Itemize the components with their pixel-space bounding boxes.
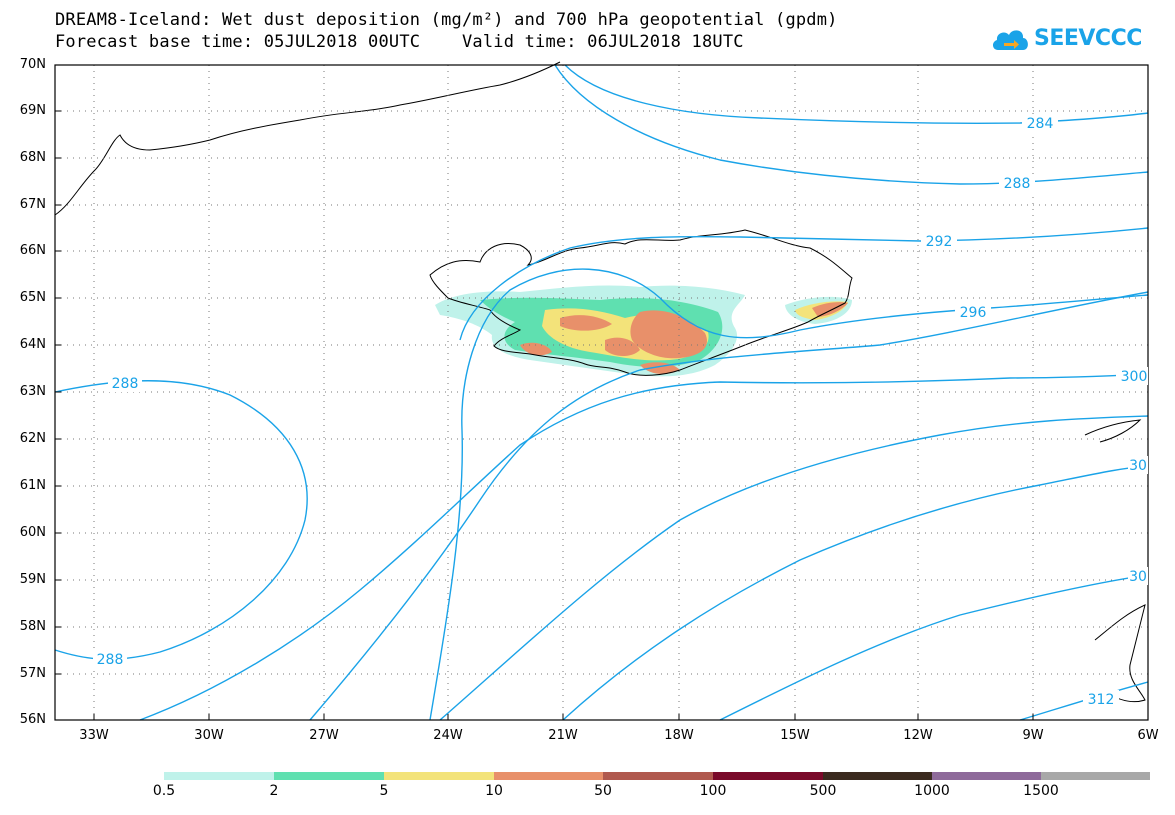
legend-swatch-3: [384, 772, 494, 780]
dust-deposition-field: [435, 285, 852, 377]
legend-swatch-5: [603, 772, 713, 780]
lat-label-60n: 60N: [19, 525, 46, 540]
lat-label-69n: 69N: [19, 103, 46, 118]
contour-label-288-west: 288: [112, 376, 139, 392]
contour-label-30b: 30: [1129, 569, 1147, 585]
lat-label-59n: 59N: [19, 572, 46, 587]
contour-label-300: 300: [1121, 369, 1148, 385]
axis-ticks: [55, 110, 1034, 720]
contour-label-296: 296: [960, 305, 987, 321]
map-title: DREAM8-Iceland: Wet dust deposition (mg/…: [55, 10, 838, 30]
map-subtitle-times: Forecast base time: 05JUL2018 00UTC Vali…: [55, 32, 744, 52]
lat-label-56n: 56N: [19, 712, 46, 727]
contour-label-30a: 30: [1129, 458, 1147, 474]
lat-label-64n: 64N: [19, 337, 46, 352]
legend-label-500: 500: [809, 783, 837, 799]
legend-swatch-9: [1041, 772, 1150, 780]
lat-label-65n: 65N: [19, 290, 46, 305]
contour-label-292: 292: [926, 234, 953, 250]
contour-label-284: 284: [1027, 116, 1054, 132]
legend-label-1000: 1000: [914, 783, 950, 799]
lat-label-62n: 62N: [19, 431, 46, 446]
lon-label-27w: 27W: [309, 728, 339, 743]
legend-swatch-2: [274, 772, 384, 780]
legend-swatch-7: [823, 772, 932, 780]
seevccc-logo: SEEVCCC: [990, 18, 1142, 58]
legend-label-10: 10: [485, 783, 503, 799]
contour-label-312: 312: [1088, 692, 1115, 708]
lat-label-63n: 63N: [19, 384, 46, 399]
lon-label-6w: 6W: [1137, 728, 1159, 743]
legend-label-1500: 1500: [1023, 783, 1059, 799]
legend-label-0-5: 0.5: [152, 783, 176, 799]
legend-swatch-1: [164, 772, 274, 780]
coastlines: [54, 61, 1146, 703]
lon-label-12w: 12W: [903, 728, 933, 743]
contour-label-288-south: 288: [97, 652, 124, 668]
cloud-arrow-icon: [992, 30, 1028, 50]
legend-label-5: 5: [379, 783, 389, 799]
contour-labels: 284 288 292 296 300 30 30 312 288 288: [93, 114, 1148, 708]
lat-label-58n: 58N: [19, 619, 46, 634]
lon-label-21w: 21W: [548, 728, 578, 743]
legend-swatch-6: [713, 772, 823, 780]
legend-label-2: 2: [269, 783, 279, 799]
geopotential-contours: [54, 64, 1149, 721]
lon-label-18w: 18W: [664, 728, 694, 743]
lon-label-9w: 9W: [1022, 728, 1044, 743]
legend-label-50: 50: [594, 783, 612, 799]
legend-label-100: 100: [699, 783, 727, 799]
legend-swatch-4: [494, 772, 603, 780]
contour-label-288-north: 288: [1004, 176, 1031, 192]
graticule: [55, 65, 1148, 720]
lat-label-67n: 67N: [19, 197, 46, 212]
lat-label-57n: 57N: [19, 666, 46, 681]
lon-label-15w: 15W: [780, 728, 810, 743]
lat-label-61n: 61N: [19, 478, 46, 493]
lat-label-68n: 68N: [19, 150, 46, 165]
lon-label-30w: 30W: [194, 728, 224, 743]
lat-label-66n: 66N: [19, 243, 46, 258]
lon-label-24w: 24W: [433, 728, 463, 743]
legend-colorbar: [164, 772, 1150, 780]
lon-label-33w: 33W: [79, 728, 109, 743]
lat-label-70n: 70N: [19, 57, 46, 72]
legend-swatch-8: [932, 772, 1041, 780]
logo-text: SEEVCCC: [1034, 25, 1142, 51]
